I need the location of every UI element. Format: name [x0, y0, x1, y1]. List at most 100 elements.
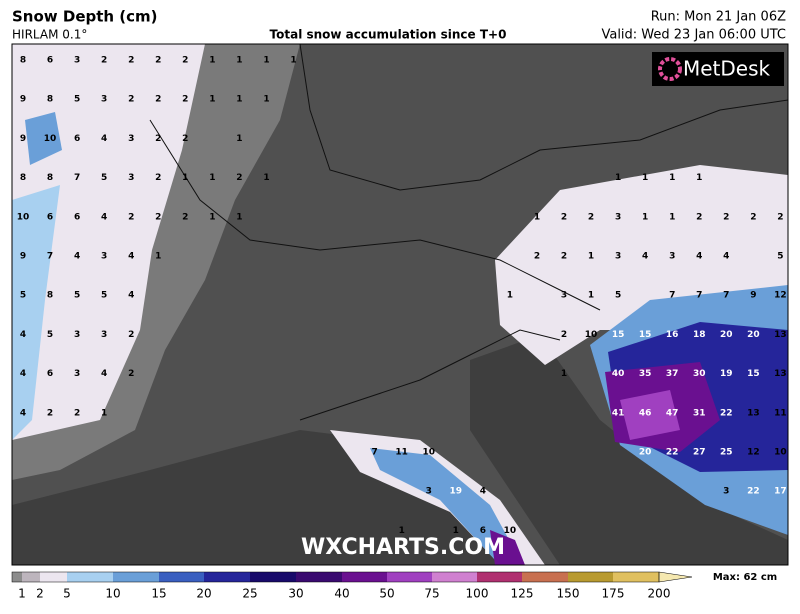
grid-value: 7 — [669, 291, 675, 301]
grid-value: 10 — [504, 526, 517, 536]
colorbar-frame — [11, 571, 660, 583]
grid-value: 2 — [723, 212, 729, 222]
grid-value: 2 — [182, 212, 188, 222]
grid-value: 3 — [128, 134, 134, 144]
grid-value: 1 — [588, 252, 594, 262]
grid-value: 22 — [747, 487, 760, 497]
grid-value: 25 — [720, 448, 733, 458]
grid-value: 31 — [693, 408, 706, 418]
grid-value: 13 — [774, 330, 787, 340]
grid-value: 5 — [777, 252, 783, 262]
grid-value: 1 — [263, 95, 269, 105]
grid-value: 3 — [101, 330, 107, 340]
grid-value: 1 — [236, 134, 242, 144]
run: Run: Mon 21 Jan 06Z — [651, 10, 786, 25]
grid-value: 2 — [128, 369, 134, 379]
grid-value: 2 — [101, 56, 107, 66]
colorbar-label: 50 — [379, 587, 394, 601]
grid-value: 4 — [20, 369, 26, 379]
grid-value: 20 — [639, 448, 652, 458]
grid-value: 12 — [747, 448, 760, 458]
grid-value: 1 — [236, 56, 242, 66]
border — [149, 44, 788, 421]
grid-value: 2 — [128, 212, 134, 222]
grid-value: 2 — [588, 212, 594, 222]
colorbar-swatch — [522, 572, 568, 582]
max-label: Max: 62 cm — [713, 572, 777, 583]
grid-value: 16 — [666, 330, 679, 340]
valid: Valid: Wed 23 Jan 06:00 UTC — [601, 28, 786, 43]
grid-value: 5 — [615, 291, 621, 301]
grid-value: 2 — [236, 173, 242, 183]
grid-value: 2 — [155, 173, 161, 183]
grid-value: 5 — [101, 173, 107, 183]
grid-value: 6 — [47, 369, 53, 379]
colorbar-swatch — [12, 572, 22, 582]
grid-value: 4 — [101, 369, 107, 379]
grid-value: 7 — [723, 291, 729, 301]
grid-value: 1 — [642, 212, 648, 222]
logo: MetDesk — [683, 57, 771, 81]
map: 8 6 3 2 2 2 2 1 1 1 19 8 5 3 2 2 2 1 1 19 10 6 4 3 2 2 18 8 7 5 3 2 1 1 2 1… — [11, 43, 789, 566]
grid-value: 7 — [47, 252, 53, 262]
grid-value: 2 — [155, 134, 161, 144]
grid-value: 2 — [155, 212, 161, 222]
grid-value: 2 — [155, 95, 161, 105]
grid-value: 6 — [74, 134, 80, 144]
colorbar-label: 100 — [466, 587, 489, 601]
grid-value: 20 — [747, 330, 760, 340]
grid-value: 6 — [480, 526, 486, 536]
grid-value: 3 — [128, 173, 134, 183]
colorbar-swatch — [387, 572, 432, 582]
grid-value: 22 — [720, 408, 733, 418]
grid-value: 3 — [426, 487, 432, 497]
grid-value: 5 — [74, 291, 80, 301]
grid-value: 19 — [450, 487, 463, 497]
grid-value: 4 — [74, 252, 80, 262]
grid-value: 10 — [44, 134, 57, 144]
snow-area — [370, 448, 520, 560]
grid-value: 15 — [639, 330, 652, 340]
logo-icon — [658, 57, 682, 81]
grid-value: 4 — [101, 212, 107, 222]
grid-value: 15 — [747, 369, 760, 379]
colorbar-label: 25 — [242, 587, 257, 601]
colorbar-label: 2 — [36, 587, 44, 601]
grid-value: 2 — [696, 212, 702, 222]
grid-value: 3 — [723, 487, 729, 497]
grid-value: 15 — [612, 330, 625, 340]
grid-value: 1 — [399, 526, 405, 536]
grid-value: 1 — [101, 408, 107, 418]
subtitle: Total snow accumulation since T+0 — [270, 28, 507, 42]
grid-value: 2 — [182, 56, 188, 66]
grid-value: 8 — [20, 173, 26, 183]
colorbar-swatch — [568, 572, 613, 582]
colorbar-label: 30 — [288, 587, 303, 601]
title: Snow Depth (cm) — [12, 8, 158, 26]
grid-value: 47 — [666, 408, 679, 418]
grid-value: 9 — [20, 95, 26, 105]
grid-value: 41 — [612, 408, 625, 418]
colorbar-label: 10 — [105, 587, 120, 601]
grid-value: 2 — [155, 56, 161, 66]
grid-value: 9 — [20, 252, 26, 262]
grid-value: 3 — [74, 330, 80, 340]
grid-value: 1 — [209, 95, 215, 105]
grid-value: 10 — [774, 448, 787, 458]
grid-value: 11 — [395, 448, 408, 458]
colorbar-label: 20 — [196, 587, 211, 601]
colorbar-label: 175 — [602, 587, 625, 601]
grid-value: 4 — [723, 252, 729, 262]
grid-value: 4 — [128, 291, 134, 301]
snow-area — [490, 530, 525, 565]
grid-value: 3 — [74, 56, 80, 66]
grid-value: 4 — [128, 252, 134, 262]
grid-value: 1 — [236, 212, 242, 222]
grid-value: 3 — [615, 252, 621, 262]
map-frame — [11, 43, 789, 566]
grid-value: 1 — [507, 291, 513, 301]
grid-value: 2 — [561, 252, 567, 262]
grid-value: 6 — [47, 212, 53, 222]
snow-area — [25, 112, 62, 165]
grid-value: 6 — [47, 56, 53, 66]
